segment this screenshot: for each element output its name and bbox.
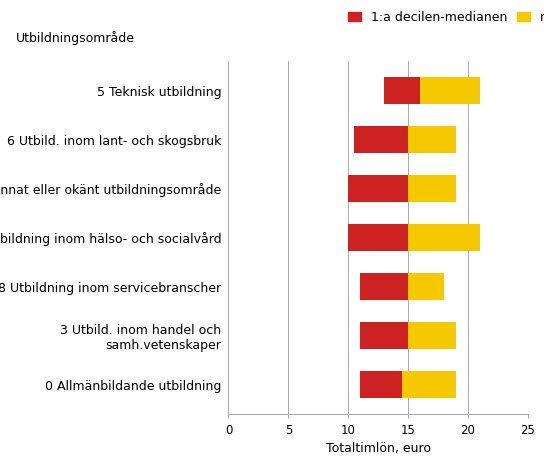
Legend: 1:a decilen-medianen, medianen-9:e decilen: 1:a decilen-medianen, medianen-9:e decil… <box>348 11 544 24</box>
Bar <box>408 126 456 153</box>
Text: Utbildningsområde: Utbildningsområde <box>16 31 135 45</box>
X-axis label: Totaltimlön, euro: Totaltimlön, euro <box>325 442 431 455</box>
Bar <box>408 175 456 203</box>
Bar <box>402 372 456 398</box>
Bar <box>408 273 444 300</box>
Bar <box>360 372 402 398</box>
Bar <box>360 273 408 300</box>
Bar <box>348 175 408 203</box>
Bar <box>420 77 480 104</box>
Bar <box>348 224 408 252</box>
Bar <box>360 323 408 349</box>
Bar <box>354 126 408 153</box>
Bar <box>384 77 420 104</box>
Bar <box>408 224 480 252</box>
Bar <box>408 323 456 349</box>
